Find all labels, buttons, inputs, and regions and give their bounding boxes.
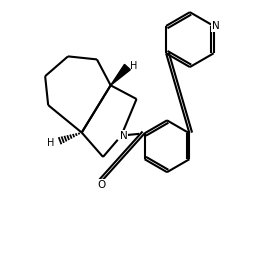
Text: N: N [212, 21, 220, 31]
Text: N: N [120, 131, 128, 141]
Text: H: H [47, 138, 54, 148]
Text: O: O [97, 180, 106, 190]
Text: H: H [130, 61, 137, 70]
Polygon shape [111, 64, 130, 85]
